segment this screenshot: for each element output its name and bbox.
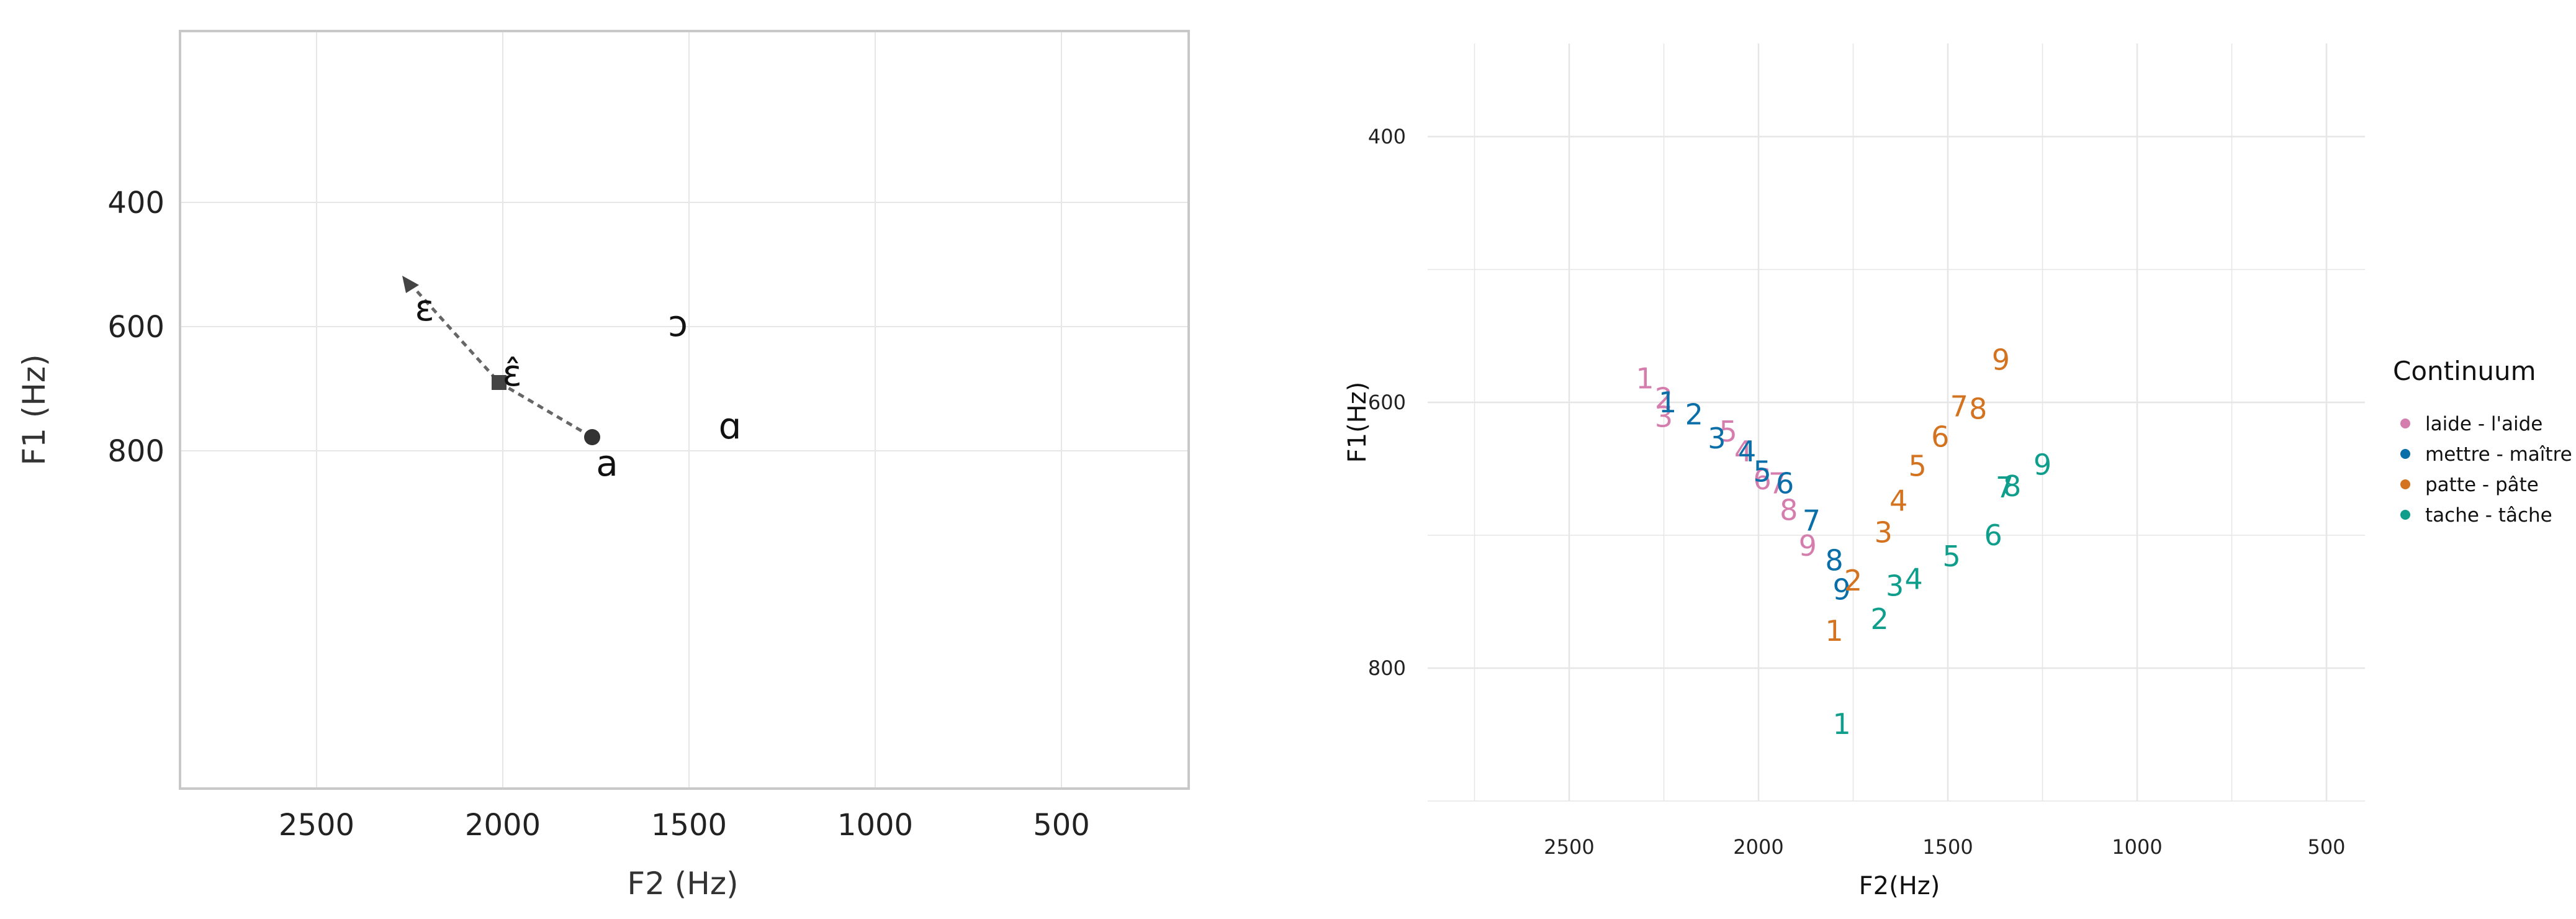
vowel-label: a [596,442,618,484]
data-point-label: 7 [1996,471,2014,504]
right-y-axis-title: F1(Hz) [1343,382,1372,463]
right-y-tick-label: 600 [1368,391,1406,414]
right-x-tick-label: 1500 [1922,835,1973,859]
data-point-label: 9 [1799,529,1817,563]
data-point-label: 7 [1950,389,1968,423]
data-point-label: 2 [1685,397,1703,431]
left-x-tick-label: 500 [1033,808,1090,843]
legend-label: tache - tâche [2425,504,2552,527]
left-x-tick-label: 2500 [279,808,354,843]
vowel-label: ɛ [415,287,434,329]
data-point-label: 7 [1803,504,1821,537]
left-y-axis-title: F1 (Hz) [16,354,52,465]
data-point-label: 8 [1825,544,1843,577]
data-point-label: 8 [1780,493,1798,527]
trajectory-circle-marker [584,429,600,445]
data-point-label: 7 [1768,467,1786,500]
data-point-label: 1 [1659,386,1677,419]
right-tick-labels: 2500 2000 1500 1000 500 400 600 800 [1368,125,2346,859]
data-point-label: 4 [1889,484,1907,517]
left-x-tick-label: 2000 [465,808,541,843]
data-point-label: 4 [1904,563,1922,596]
data-point-label: 1 [1825,614,1843,648]
data-point-label: 4 [1738,435,1756,468]
left-y-tick-label: 400 [107,186,164,220]
legend-key [2400,419,2410,428]
trajectory-square-marker [492,375,507,390]
right-x-axis-title: F2(Hz) [1859,872,1940,900]
right-y-tick-label: 400 [1368,125,1406,148]
legend-key [2400,479,2410,489]
left-x-tick-label: 1000 [837,808,913,843]
data-point-label: 8 [2003,469,2021,503]
legend: Continuum laide - l'aide mettre - maître p… [2393,356,2572,527]
left-x-axis-title: F2 (Hz) [627,866,738,902]
data-point-label: 6 [1984,518,2002,552]
vowel-label: ɛ̂ [502,352,521,394]
data-point-label: 9 [1833,573,1851,607]
data-point-label: 6 [1776,467,1794,500]
left-tick-labels: 2500 2000 1500 1000 500 400 600 800 [107,186,1089,843]
data-point-label: 6 [1753,463,1771,496]
right-x-tick-label: 1000 [2112,835,2162,859]
right-x-tick-label: 2500 [1544,835,1594,859]
data-point-label: 5 [1909,450,1927,483]
legend-label: laide - l'aide [2425,413,2542,435]
legend-label: patte - pâte [2425,474,2539,496]
data-point-label: 1 [1833,707,1851,741]
legend-label: mettre - maître [2425,443,2572,466]
vowel-label: ɔ [668,302,688,345]
data-point-label: 4 [1734,435,1752,468]
left-x-tick-label: 1500 [651,808,727,843]
left-vowel-labels: ɛ ɔ ɛ̂ ɑ a [415,287,741,484]
data-point-label: 2 [1871,602,1889,636]
vowel-label: ɑ [719,405,742,447]
left-y-tick-label: 800 [107,434,164,469]
right-x-tick-label: 500 [2307,835,2345,859]
left-chart: 2500 2000 1500 1000 500 400 600 800 ɛ ɔ ɛ̂ ɑ a F2 (… [16,30,1190,902]
data-point-label: 9 [1992,343,2010,377]
left-grid [181,32,1187,787]
data-point-label: 5 [1753,455,1771,488]
data-point-label: 3 [1655,401,1673,434]
legend-title: Continuum [2393,356,2536,386]
data-point-label: 5 [1719,415,1737,448]
left-trajectory [402,276,600,445]
data-point-label: 8 [1969,392,1987,426]
right-y-tick-label: 800 [1368,656,1406,680]
data-point-label: 5 [1942,540,1960,573]
data-point-label: 6 [1931,420,1949,454]
right-x-tick-label: 2000 [1733,835,1783,859]
left-y-tick-label: 600 [107,310,164,345]
data-point-label: 1 [1636,361,1654,395]
data-point-label: 2 [1655,382,1673,415]
trajectory-triangle-marker [402,276,419,293]
data-point-label: 9 [2033,448,2051,482]
right-grid [1428,43,2365,802]
data-point-label: 3 [1708,422,1726,455]
trajectory-segment [498,381,593,439]
data-point-label: 3 [1886,569,1904,602]
data-point-label: 2 [1844,564,1862,597]
data-point-label: 3 [1875,516,1893,550]
legend-key [2400,449,2410,459]
legend-key [2400,510,2410,520]
left-plot-background [179,30,1190,790]
legend-entries: laide - l'aide mettre - maître patte - pât… [2400,413,2572,527]
